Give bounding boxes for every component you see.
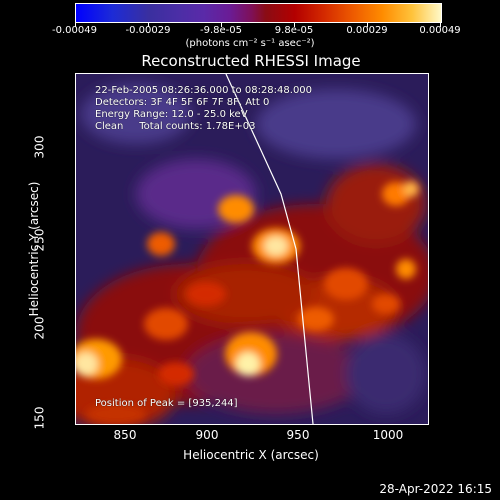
colorbar-tick-label: -9.8e-05 bbox=[200, 25, 242, 36]
solar-limb-line bbox=[225, 74, 314, 424]
peak-position-label: Position of Peak = [935,244] bbox=[95, 398, 238, 409]
colorbar-tick-label: 9.8e-05 bbox=[274, 25, 314, 36]
x-tick-label: 900 bbox=[195, 428, 219, 442]
energy-range-label: Energy Range: 12.0 - 25.0 keV bbox=[95, 109, 248, 120]
colorbar-tick-label: -0.00049 bbox=[52, 25, 97, 36]
colorbar-tick-label: 0.00049 bbox=[419, 25, 461, 36]
colorbar-tick-mark bbox=[221, 22, 222, 27]
colorbar-tick-mark bbox=[294, 22, 295, 27]
colorbar-tick-mark bbox=[148, 22, 149, 27]
x-tick-label: 850 bbox=[113, 428, 137, 442]
image-title: Reconstructed RHESSI Image bbox=[141, 52, 361, 70]
colorbar-tick-label: -0.00029 bbox=[125, 25, 171, 36]
clean-counts-label: Clean Total counts: 1.78E+03 bbox=[95, 121, 256, 132]
bright-sources bbox=[76, 181, 419, 424]
timestamp: 28-Apr-2022 16:15 bbox=[379, 482, 492, 496]
x-axis-label: Heliocentric X (arcsec) bbox=[183, 448, 319, 462]
colorbar-tick-mark bbox=[367, 22, 368, 27]
colorbar-units: (photons cm⁻² s⁻¹ asec⁻²) bbox=[185, 38, 315, 49]
colorbar-tick-mark bbox=[75, 22, 76, 27]
y-tick-label: 150 bbox=[32, 406, 47, 430]
image-heatmap bbox=[76, 74, 428, 424]
colorbar-tick-mark bbox=[440, 22, 441, 27]
time-range-label: 22-Feb-2005 08:26:36.000 to 08:28:48.000 bbox=[95, 85, 313, 96]
x-tick-label: 950 bbox=[286, 428, 310, 442]
detectors-label: Detectors: 3F 4F 5F 6F 7F 8F, Att 0 bbox=[95, 97, 270, 108]
y-axis-label: Heliocentric Y (arcsec) bbox=[27, 181, 41, 317]
rhessi-image bbox=[75, 73, 429, 425]
colorbar bbox=[75, 3, 442, 23]
colorbar-tick-label: 0.00029 bbox=[346, 25, 388, 36]
x-tick-label: 1000 bbox=[372, 428, 404, 442]
